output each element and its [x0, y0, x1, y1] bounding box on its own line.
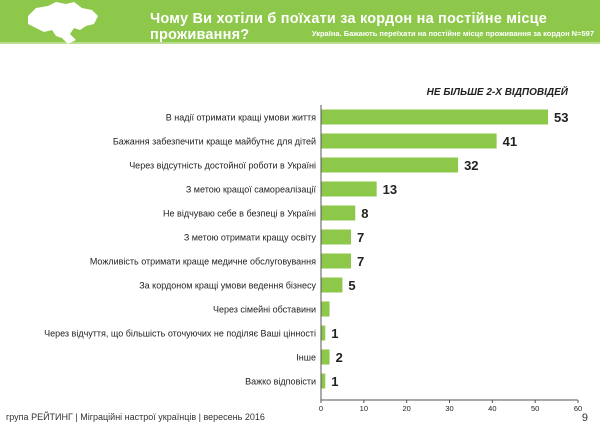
data-label: 7: [357, 230, 364, 245]
chart-title: Чому Ви хотіли б поїхати за кордон на по…: [150, 11, 548, 43]
data-label: 1: [331, 326, 338, 341]
bar: [321, 301, 330, 317]
category-label: Важко відповісти: [245, 377, 316, 387]
category-label: За кордоном кращі умови ведення бізнесу: [139, 281, 316, 291]
x-tick-label: 10: [360, 404, 368, 413]
category-label: Через сімейні обставини: [213, 305, 316, 315]
bar: [321, 205, 356, 221]
data-label: 7: [357, 254, 364, 269]
x-tick-label: 0: [319, 404, 323, 413]
category-label: Інше: [296, 353, 316, 363]
x-tick-label: 30: [445, 404, 453, 413]
category-label: Бажання забезпечити краще майбутнє для д…: [113, 137, 316, 147]
ukraine-map-icon: [28, 2, 98, 44]
header-banner: Чому Ви хотіли б поїхати за кордон на по…: [0, 0, 600, 44]
x-tick-label: 40: [488, 404, 496, 413]
data-label: 41: [503, 134, 517, 149]
category-label: В надії отримати кращі умови життя: [166, 113, 316, 123]
bar: [321, 133, 497, 149]
data-label: 53: [554, 110, 568, 125]
bar: [321, 181, 377, 197]
category-label: Не відчуваю себе в безпеці в Україні: [163, 209, 316, 219]
data-label: 8: [361, 206, 368, 221]
data-label: 1: [331, 374, 338, 389]
bar: [321, 277, 343, 293]
page-number: 9: [581, 412, 588, 424]
data-label: 13: [383, 182, 397, 197]
category-label: Можливість отримати краще медичне обслуг…: [90, 257, 316, 267]
bar: [321, 157, 459, 173]
category-label: Через відчуття, що більшість оточуючих н…: [44, 329, 316, 339]
bar: [321, 253, 351, 269]
bar: [321, 373, 326, 389]
footer-text: група РЕЙТИНГ | Міграційні настрої украї…: [6, 412, 265, 422]
x-tick-label: 50: [531, 404, 539, 413]
x-tick-label: 20: [402, 404, 410, 413]
bar: [321, 109, 549, 125]
category-label: Через відсутність достойної роботи в Укр…: [129, 161, 316, 171]
data-label: 32: [464, 158, 478, 173]
data-label: 5: [348, 278, 355, 293]
category-label: З метою отримати кращу освіту: [184, 233, 317, 243]
category-label: З метою кращої самореалізації: [186, 185, 317, 195]
x-tick-label: 60: [574, 404, 582, 413]
bar: [321, 325, 326, 341]
chart-subtitle: Україна. Бажають переїхати на постійне м…: [311, 29, 594, 38]
answer-note: НЕ БІЛЬШЕ 2-Х ВІДПОВІДЕЙ: [426, 87, 568, 98]
bar: [321, 229, 351, 245]
data-label: 2: [336, 350, 343, 365]
bar: [321, 349, 330, 365]
